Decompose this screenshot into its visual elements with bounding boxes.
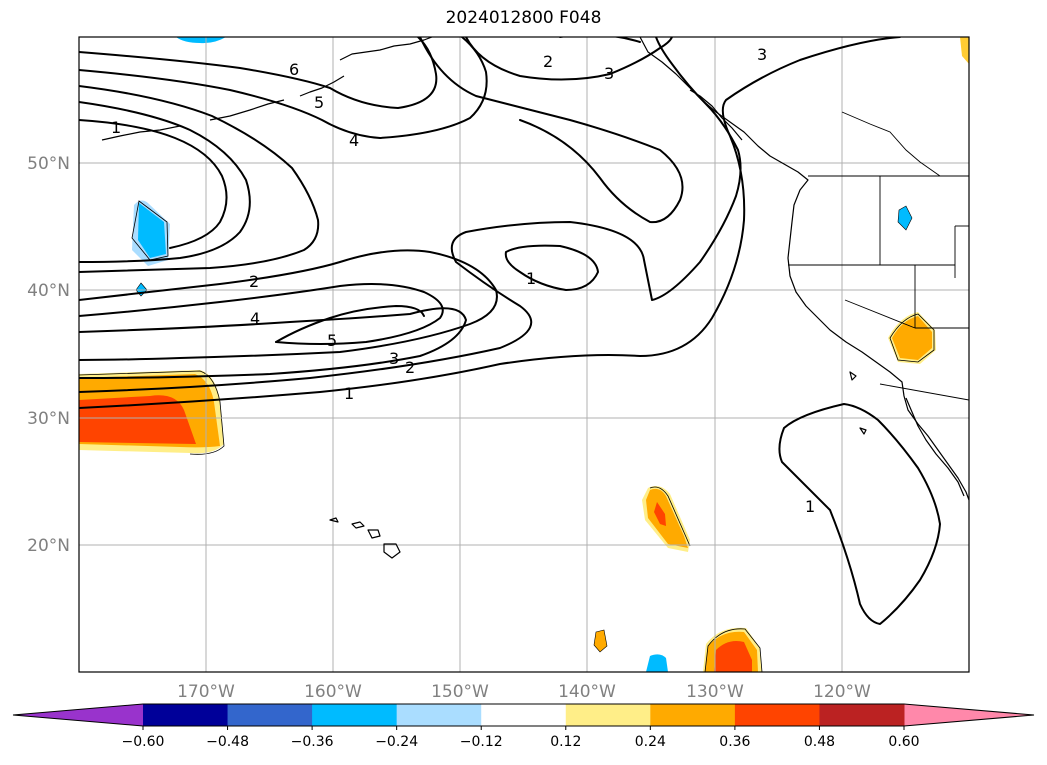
contour-line [79,37,901,409]
colorbar-segment [650,704,736,726]
lon-tick-label: 120°W [813,682,871,702]
lat-tick-label: 20°N [27,536,70,556]
colorbar-segment [143,704,229,726]
contour-label: 3 [757,45,767,64]
colorbar: −0.60 −0.48 −0.36 −0.24 −0.12 0.12 0.24 0.36 0.4… [12,703,1035,750]
contour-line [504,244,599,291]
colorbar-segment [396,704,482,726]
contour-label: 2 [405,358,415,377]
negative-anomaly-top [176,37,226,44]
contour-label: 2 [543,52,553,71]
colorbar-segment [734,704,820,726]
contour-label: 3 [389,349,399,368]
contour-label: 2 [249,272,259,291]
borders [788,111,969,401]
lat-tick-labels: 50°N 40°N 30°N 20°N [27,154,70,556]
contour-line [419,37,684,224]
chart-title: 2024012800 F048 [445,8,602,28]
positive-anomaly-tiny [593,629,608,653]
contour-labels: 6 5 4 1 2 4 5 3 2 1 2 3 3 1 1 [111,45,815,516]
contour-label: 1 [526,269,536,288]
colorbar-segment [565,704,651,726]
positive-anomaly-corner [960,37,969,64]
positive-anomaly-nevada-2 [892,316,932,360]
lon-tick-label: 150°W [431,682,489,702]
colorbar-tick-label: −0.24 [375,734,418,750]
negative-anomaly-south [646,654,668,672]
contour-label: 1 [344,384,354,403]
contour-label: 1 [805,497,815,516]
colorbar-segment [481,704,567,726]
contour-label: 4 [349,131,359,150]
lon-tick-labels: 170°W 160°W 150°W 140°W 130°W 120°W [177,682,871,702]
colorbar-tick-label: 0.48 [804,734,835,750]
lon-tick-label: 140°W [558,682,616,702]
map-frame [78,36,970,673]
contour-line [79,283,444,345]
colorbar-tick-label: −0.60 [122,734,165,750]
contour-line [465,37,673,81]
colorbar-segment [227,704,313,726]
contour-label: 4 [250,309,260,328]
contour-line [79,307,467,379]
colorbar-tick-label: 0.12 [550,734,581,750]
lon-tick-label: 170°W [177,682,235,702]
lon-tick-label: 130°W [686,682,744,702]
positive-anomaly-south-3 [714,641,752,672]
contour-line [79,85,320,273]
contour-label: 5 [314,93,324,112]
negative-anomaly-north-2 [138,203,166,258]
contours [79,37,941,625]
positive-anomaly-center-2 [646,488,688,548]
colorbar-tick-label: 0.24 [635,734,666,750]
contour-line [79,119,228,249]
contour-label: 3 [604,64,614,83]
contour-line [79,37,438,109]
contour-label: 1 [111,118,121,137]
colorbar-extend-high [904,704,1034,726]
colorbar-tick-label: −0.48 [206,734,249,750]
lat-tick-label: 50°N [27,154,70,174]
positive-anomaly-center-3 [654,502,666,526]
contour-label: 5 [327,331,337,350]
lat-tick-label: 30°N [27,409,70,429]
lon-tick-label: 160°W [304,682,362,702]
negative-anomaly-idaho [897,205,913,231]
colorbar-segment [819,704,905,726]
colorbar-tick-label: 0.36 [719,734,750,750]
lat-tick-label: 40°N [27,281,70,301]
contour-line [79,37,488,139]
contour-line [79,101,251,263]
contour-label: 6 [289,60,299,79]
contour-line [778,403,941,625]
hawaii-islands [329,517,401,559]
colorbar-segment [312,704,398,726]
colorbar-tick-label: 0.60 [888,734,919,750]
map-area: 6 5 4 1 2 4 5 3 2 1 2 3 3 1 1 [79,37,969,672]
gridlines [79,37,969,672]
contour-line [559,37,641,43]
colorbar-tick-label: −0.12 [460,734,503,750]
contour-line [275,305,425,343]
colorbar-tick-label: −0.36 [291,734,334,750]
colorbar-extend-low [13,704,143,726]
